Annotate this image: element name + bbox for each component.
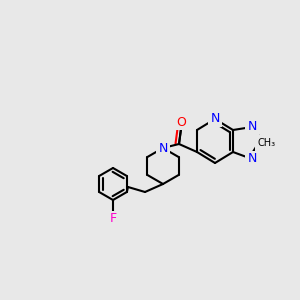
Text: N: N — [247, 152, 257, 166]
Text: CH₃: CH₃ — [258, 138, 276, 148]
Text: N: N — [158, 142, 168, 154]
Text: N: N — [210, 112, 220, 125]
Text: F: F — [110, 212, 117, 226]
Text: N: N — [247, 121, 257, 134]
Text: O: O — [176, 116, 186, 128]
Text: N: N — [257, 136, 267, 149]
